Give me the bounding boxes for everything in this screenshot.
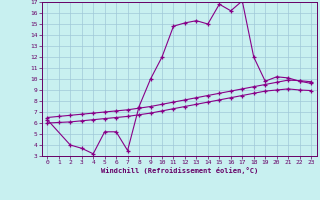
X-axis label: Windchill (Refroidissement éolien,°C): Windchill (Refroidissement éolien,°C)	[100, 167, 258, 174]
